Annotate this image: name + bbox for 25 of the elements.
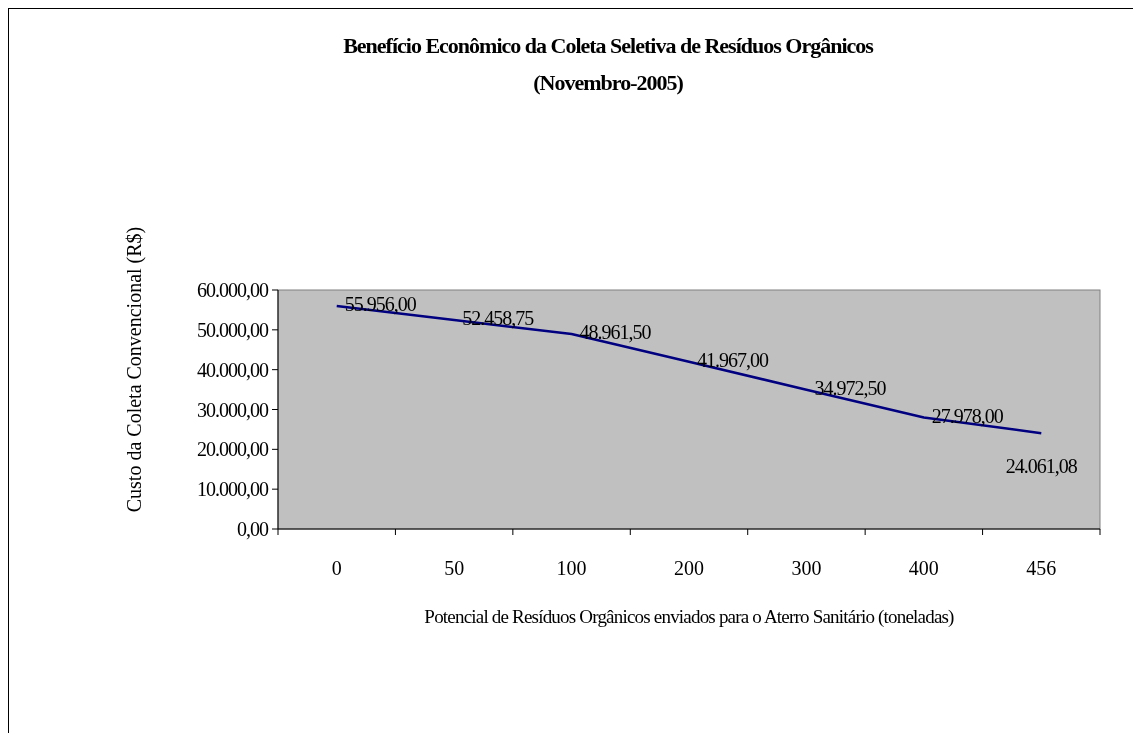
x-tick-label: 200 [674,557,704,579]
x-tick-label: 100 [556,557,587,579]
data-label: 48.961,50 [579,320,652,343]
y-tick-label: 30.000,00 [197,398,269,421]
y-tick-label: 10.000,00 [197,478,269,501]
x-tick-label: 0 [331,557,342,579]
y-tick-label: 60.000,00 [197,279,269,301]
y-axis-title: Custo da Coleta Convencional (R$) [123,226,146,513]
y-tick-label: 50.000,00 [197,318,269,341]
data-label: 55.956,00 [344,293,417,316]
chart-title: Benefício Econômico da Coleta Seletiva de Resíduos Orgânicos [343,33,875,58]
data-label: 41.967,00 [697,348,769,371]
x-tick-label: 456 [1026,557,1057,579]
data-label: 34.972,50 [814,376,887,399]
data-label: 24.061,08 [1005,455,1078,478]
y-tick-label: 0,00 [237,518,269,540]
x-tick-label: 400 [908,557,939,579]
x-axis-title: Potencial de Resíduos Orgânicos enviados para o Aterro Sanitário (toneladas) [424,606,955,628]
y-tick-label: 20.000,00 [197,438,269,461]
y-tick-label: 40.000,00 [197,358,269,381]
data-label: 52.458,75 [462,307,535,330]
chart-subtitle: (Novembro-2005) [533,70,684,95]
x-tick-label: 300 [791,557,822,579]
data-label: 27.978,00 [931,404,1004,427]
x-tick-label: 50 [444,557,465,579]
